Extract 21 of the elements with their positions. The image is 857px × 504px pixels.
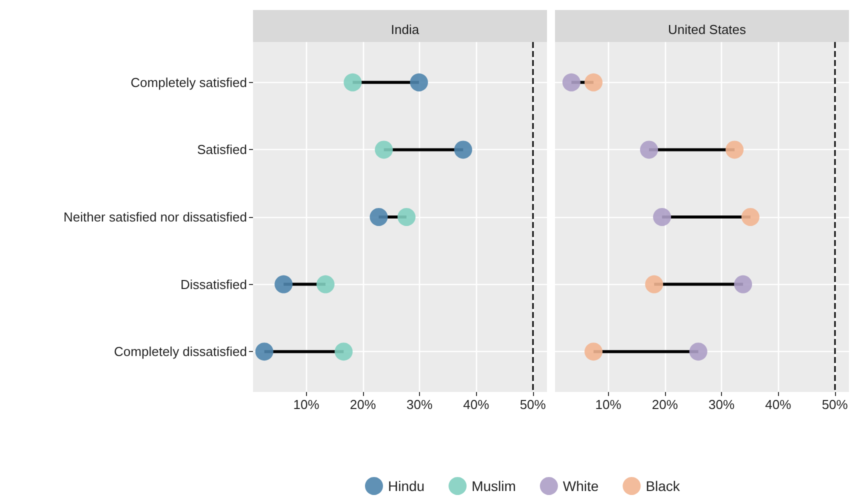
chart-title: United States (668, 22, 747, 37)
y-tick-label: Completely satisfied (130, 74, 247, 90)
legend-label: White (562, 478, 599, 494)
x-tick-label: 20% (652, 397, 678, 412)
x-tick-label: 40% (765, 397, 792, 412)
x-tick-label: 10% (293, 397, 320, 412)
x-tick-label: 10% (595, 397, 622, 412)
y-tick-label: Completely dissatisfied (114, 344, 247, 360)
x-tick-label: 50% (822, 397, 848, 412)
legend-label: Black (646, 478, 681, 494)
x-tick-label: 20% (350, 397, 376, 412)
y-tick-label: Satisfied (197, 142, 247, 158)
x-tick-label: 50% (520, 397, 546, 412)
y-tick-label: Neither satisfied nor dissatisfied (63, 210, 247, 224)
legend-label: Muslim (472, 478, 516, 494)
legend-label: Hindu (388, 478, 425, 494)
chart-title: India (390, 22, 420, 37)
y-tick-label: Dissatisfied (180, 276, 247, 292)
x-tick-label: 30% (708, 397, 735, 412)
x-tick-label: 30% (406, 397, 433, 412)
x-tick-label: 40% (463, 397, 490, 412)
